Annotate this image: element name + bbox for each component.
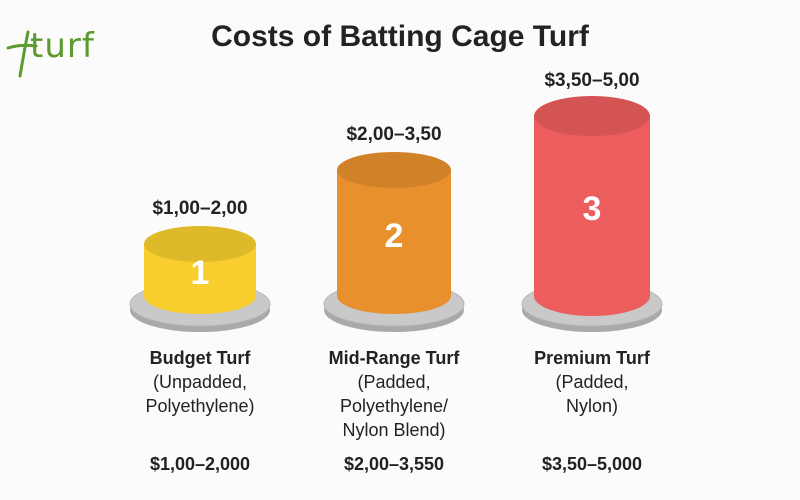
bar-cylinder-1 <box>144 244 256 314</box>
category-description-line: (Padded, <box>555 372 629 392</box>
bar-rank-3: 3 <box>583 190 602 228</box>
category-description-line: (Unpadded, <box>152 372 248 392</box>
category-label-block: Budget Turf (Unpadded, Polyethylene) <box>100 346 300 418</box>
bar-top-label-2: $2,00–3,50 <box>346 124 441 145</box>
bar-cylinder-2 <box>337 170 451 314</box>
price-range-label: $2,00–3,550 <box>343 454 445 474</box>
category-name: Mid-Range Turf <box>328 348 460 368</box>
brand-logo: turf <box>6 26 126 82</box>
category-description-line: Polyethylene/ <box>339 396 449 416</box>
category-description-line: Polyethylene) <box>145 396 255 416</box>
bar-top-label-1: $1,00–2,00 <box>152 198 247 219</box>
logo-swoosh-icon <box>6 30 38 78</box>
bar-top-label-3: $3,50–5,00 <box>544 70 639 91</box>
bar-cylinder-top-3 <box>534 96 650 136</box>
category-description-line: Nylon) <box>565 396 618 416</box>
category-description-line: Nylon Blend) <box>342 420 446 440</box>
category-name: Premium Turf <box>534 348 650 368</box>
category-name: Budget Turf <box>149 348 251 368</box>
bar-rank-1: 1 <box>191 254 210 292</box>
category-label-block: Mid-Range Turf (Padded, Polyethylene/Nylon… <box>294 346 494 442</box>
bar-cylinder-3 <box>534 116 650 316</box>
price-range-label: $3,50–5,000 <box>541 454 643 474</box>
bar-cylinder-top-2 <box>337 152 451 188</box>
category-label-block: Premium Turf (Padded, Nylon) <box>492 346 692 418</box>
bar-rank-2: 2 <box>385 217 404 255</box>
price-range-label: $1,00–2,000 <box>149 454 251 474</box>
category-description-line: (Padded, <box>357 372 431 392</box>
chart-title: Costs of Batting Cage Turf <box>211 20 589 53</box>
bar-cylinder-top-1 <box>144 226 256 262</box>
logo-text: turf <box>30 26 95 66</box>
